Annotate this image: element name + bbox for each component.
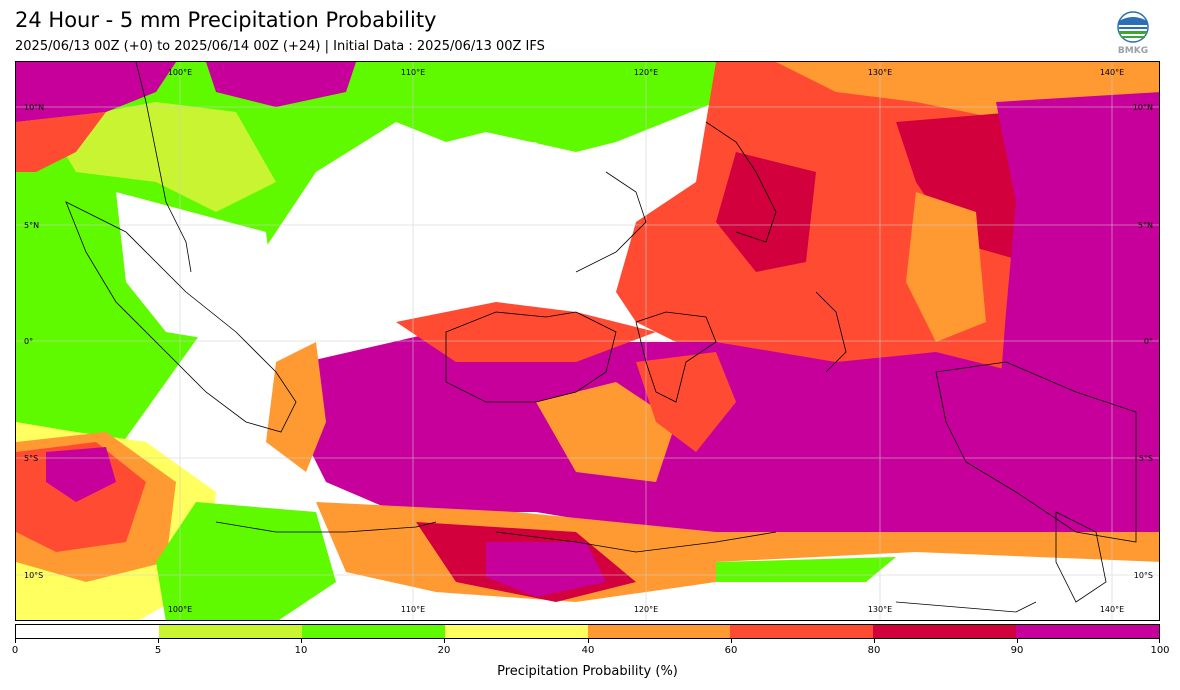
colorbar: [15, 624, 1160, 639]
lon-label-top: 120°E: [634, 68, 658, 77]
colorbar-label: Precipitation Probability (%): [497, 664, 678, 679]
lat-label-left: 0°: [24, 337, 33, 346]
lon-label-bottom: 100°E: [168, 605, 192, 614]
colorbar-tick-label: 40: [581, 645, 595, 656]
colorbar-tick: [1017, 639, 1018, 643]
lon-label-bottom: 120°E: [634, 605, 658, 614]
colorbar-tick-label: 80: [867, 645, 881, 656]
lat-label-left: 10°N: [24, 103, 44, 112]
colorbar-ticks: 0 5 10 20 40 60 80 90 100: [11, 639, 1170, 659]
colorbar-segment: [444, 625, 588, 638]
colorbar-tick-label: 90: [1010, 645, 1024, 656]
lon-label-top: 100°E: [168, 68, 192, 77]
chart-title: 24 Hour - 5 mm Precipitation Probability: [15, 8, 437, 32]
colorbar-tick: [1159, 639, 1160, 643]
colorbar-tick: [301, 639, 302, 643]
colorbar-tick: [158, 639, 159, 643]
lat-label-right: 5°S: [1139, 454, 1153, 463]
colorbar-tick: [444, 639, 445, 643]
lon-label-bottom: 140°E: [1100, 605, 1124, 614]
coastlines: [65, 62, 1137, 613]
lon-label-top: 130°E: [868, 68, 892, 77]
colorbar-tick: [15, 639, 16, 643]
colorbar-segment: [873, 625, 1017, 638]
colorbar-tick: [588, 639, 589, 643]
colorbar-segment: [301, 625, 445, 638]
colorbar-segment: [730, 625, 874, 638]
colorbar-tick-label: 100: [1150, 645, 1170, 656]
colorbar-tick-label: 10: [294, 645, 308, 656]
lat-label-left: 5°S: [24, 454, 38, 463]
lat-label-right: 5°N: [1138, 221, 1153, 230]
colorbar-tick: [731, 639, 732, 643]
lat-label-left: 5°N: [24, 221, 39, 230]
colorbar-segment: [158, 625, 302, 638]
colorbar-tick-label: 5: [154, 645, 162, 656]
colorbar-segment: [1016, 625, 1159, 638]
colorbar-tick-label: 0: [11, 645, 19, 656]
bmkg-logo-icon: BMKG: [1113, 11, 1153, 56]
lat-label-left: 10°S: [24, 571, 43, 580]
lon-label-bottom: 130°E: [868, 605, 892, 614]
precipitation-map: 100°E 110°E 120°E 130°E 140°E 100°E 110°…: [15, 61, 1160, 621]
colorbar-tick-label: 20: [437, 645, 451, 656]
lat-label-right: 0°: [1144, 337, 1153, 346]
chart-subtitle: 2025/06/13 00Z (+0) to 2025/06/14 00Z (+…: [15, 39, 545, 54]
gridlines: [16, 62, 1159, 620]
probability-field: [16, 62, 1159, 620]
colorbar-tick-label: 60: [724, 645, 738, 656]
lat-label-right: 10°N: [1133, 103, 1153, 112]
colorbar-segment: [587, 625, 731, 638]
lat-label-right: 10°S: [1134, 571, 1153, 580]
logo-text: BMKG: [1118, 46, 1148, 55]
colorbar-tick: [874, 639, 875, 643]
lon-label-bottom: 110°E: [401, 605, 425, 614]
colorbar-segment: [16, 625, 159, 638]
lon-label-top: 110°E: [401, 68, 425, 77]
lon-label-top: 140°E: [1100, 68, 1124, 77]
